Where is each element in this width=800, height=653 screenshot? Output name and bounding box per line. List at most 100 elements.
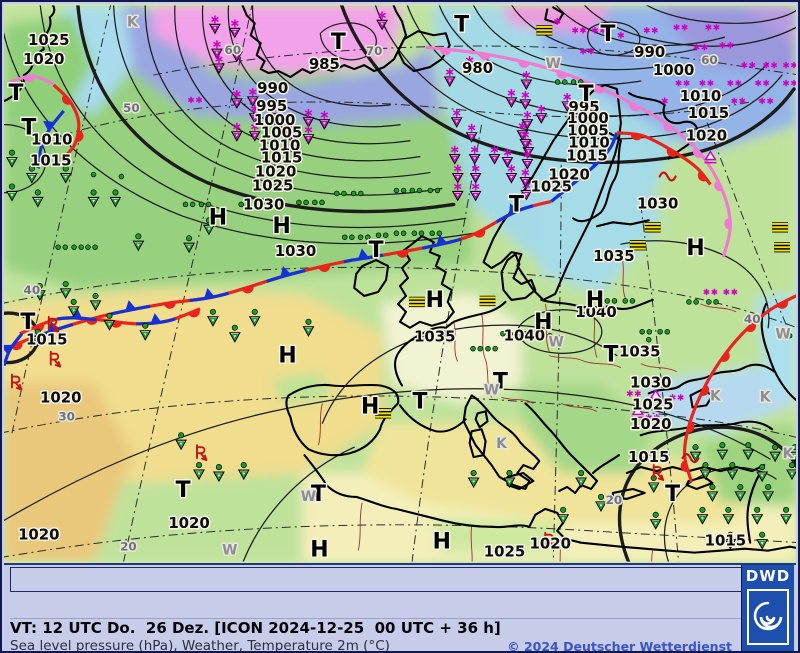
svg-text:1005: 1005 (567, 122, 609, 140)
svg-text:1030: 1030 (637, 194, 679, 212)
svg-text:T: T (8, 81, 23, 106)
svg-text:1025: 1025 (28, 31, 70, 49)
svg-text:1010: 1010 (568, 134, 610, 152)
svg-text:1000: 1000 (653, 61, 695, 79)
svg-text:W: W (546, 56, 561, 72)
svg-text:60: 60 (701, 53, 718, 67)
svg-text:1010: 1010 (31, 131, 73, 149)
labels-layer: 1025102010101015985990995100010051010101… (7, 11, 796, 563)
svg-text:980: 980 (462, 59, 493, 77)
dwd-logo-text: DWD (745, 567, 791, 585)
temperature-scale (10, 567, 750, 592)
occluded-front (425, 45, 732, 258)
svg-text:990: 990 (634, 43, 665, 61)
svg-text:1010: 1010 (259, 137, 301, 155)
svg-text:1030: 1030 (275, 242, 317, 260)
fronts-layer (4, 45, 796, 483)
svg-text:K: K (710, 388, 722, 404)
map-area: 1025 1020 1010 1015 985 990 995 1000 1005 1010 101… (4, 4, 796, 563)
svg-text:W: W (301, 489, 316, 505)
svg-text:T: T (665, 482, 680, 507)
svg-text:T: T (603, 343, 618, 368)
svg-text:1005: 1005 (261, 124, 303, 142)
dwd-spiral-icon (747, 589, 789, 645)
svg-text:1015: 1015 (628, 448, 670, 466)
svg-text:W: W (775, 327, 790, 343)
svg-text:K: K (127, 14, 139, 30)
svg-text:1040: 1040 (504, 327, 546, 345)
svg-text:1020: 1020 (255, 163, 297, 181)
svg-text:1030: 1030 (243, 195, 285, 213)
valid-time-line: VT: 12 UTC Do. 26 Dez. [ICON 2024-12-25 … (10, 619, 501, 637)
svg-text:T: T (20, 310, 35, 335)
svg-text:K: K (496, 436, 508, 452)
svg-text:T: T (412, 389, 427, 414)
svg-text:T: T (21, 116, 36, 141)
svg-text:1035: 1035 (593, 247, 635, 265)
svg-text:1025: 1025 (530, 177, 572, 195)
weather-symbol-legend (10, 594, 750, 619)
svg-text:T: T (509, 192, 524, 217)
weather-symbols-layer (6, 11, 796, 550)
svg-text:60: 60 (225, 43, 242, 57)
svg-text:20: 20 (120, 540, 137, 554)
svg-text:1025: 1025 (252, 176, 294, 194)
svg-text:H: H (272, 214, 290, 239)
svg-text:40: 40 (744, 312, 761, 326)
copyright-text: © 2024 Deutscher Wetterdienst (507, 639, 732, 653)
svg-text:H: H (278, 344, 296, 369)
svg-text:40: 40 (24, 283, 41, 297)
svg-text:1030: 1030 (630, 373, 672, 391)
svg-text:W: W (484, 382, 499, 398)
svg-text:1020: 1020 (548, 166, 590, 184)
svg-text:T: T (311, 482, 326, 507)
svg-text:1020: 1020 (18, 526, 60, 544)
svg-text:1040: 1040 (575, 303, 617, 321)
dwd-logo: DWD (741, 565, 794, 651)
bottom-panel: VT: 12 UTC Do. 26 Dez. [ICON 2024-12-25 … (4, 563, 796, 653)
svg-text:K: K (783, 446, 795, 462)
svg-text:H: H (209, 205, 227, 230)
svg-text:1035: 1035 (619, 343, 661, 361)
svg-text:H: H (586, 288, 604, 313)
svg-text:T: T (454, 12, 469, 37)
svg-text:T: T (176, 478, 191, 503)
svg-text:995: 995 (569, 98, 600, 116)
warm-front (682, 294, 796, 483)
svg-text:1020: 1020 (23, 50, 65, 68)
cold-front (38, 109, 65, 165)
svg-text:H: H (534, 310, 552, 335)
svg-text:H: H (361, 394, 379, 419)
svg-text:995: 995 (256, 97, 287, 115)
svg-text:T: T (600, 22, 615, 47)
svg-text:W: W (222, 543, 237, 559)
svg-text:H: H (426, 288, 444, 313)
svg-text:1020: 1020 (686, 127, 728, 145)
svg-text:1015: 1015 (566, 147, 608, 165)
svg-text:1000: 1000 (567, 109, 609, 127)
svg-text:1015: 1015 (261, 149, 303, 167)
svg-text:H: H (310, 538, 328, 563)
svg-text:1015: 1015 (688, 104, 730, 122)
svg-text:50: 50 (123, 101, 140, 115)
temperature-field (4, 5, 796, 562)
svg-text:K: K (760, 389, 772, 405)
svg-text:T: T (369, 238, 384, 263)
svg-text:20: 20 (606, 493, 623, 507)
svg-text:1020: 1020 (168, 514, 210, 532)
svg-text:1020: 1020 (630, 415, 672, 433)
weather-map: 1025102010101015985990995100010051010101… (4, 5, 796, 563)
svg-text:1035: 1035 (414, 328, 456, 346)
svg-text:1025: 1025 (484, 543, 526, 561)
svg-text:1010: 1010 (680, 87, 722, 105)
svg-text:1015: 1015 (705, 532, 747, 550)
svg-text:1015: 1015 (30, 152, 72, 170)
svg-text:1015: 1015 (26, 331, 68, 349)
svg-text:H: H (433, 530, 451, 555)
parameter-line: Sea level pressure (hPa), Weather, Tempe… (10, 638, 390, 653)
svg-text:70: 70 (366, 44, 383, 58)
stationary-front (4, 199, 552, 351)
svg-text:T: T (331, 30, 346, 55)
svg-text:T: T (493, 369, 508, 394)
